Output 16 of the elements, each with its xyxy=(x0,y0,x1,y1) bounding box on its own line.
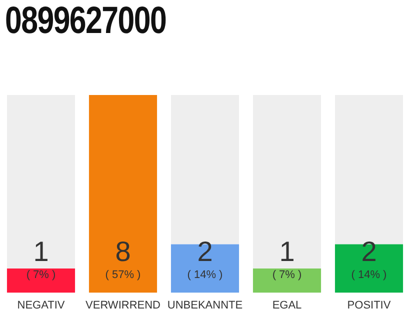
x-tick-label: EGAL xyxy=(272,299,302,312)
chart-title: 0899627000 xyxy=(5,0,166,43)
data-label: ( 57% ) xyxy=(105,268,141,281)
data-label: ( 7% ) xyxy=(26,268,56,281)
annotation: 2 xyxy=(361,236,377,267)
data-label: ( 14% ) xyxy=(351,268,387,281)
annotation: 8 xyxy=(115,236,131,267)
annotation: 2 xyxy=(197,236,213,267)
annotation: 1 xyxy=(279,236,295,267)
x-tick-label: UNBEKANNTE xyxy=(167,299,243,312)
data-label: ( 14% ) xyxy=(187,268,223,281)
x-tick-label: POSITIV xyxy=(347,299,392,312)
x-tick-label: NEGATIV xyxy=(17,299,66,312)
data-label: ( 7% ) xyxy=(272,268,302,281)
annotation: 1 xyxy=(33,236,49,267)
x-tick-label: VERWIRREND xyxy=(86,299,161,312)
